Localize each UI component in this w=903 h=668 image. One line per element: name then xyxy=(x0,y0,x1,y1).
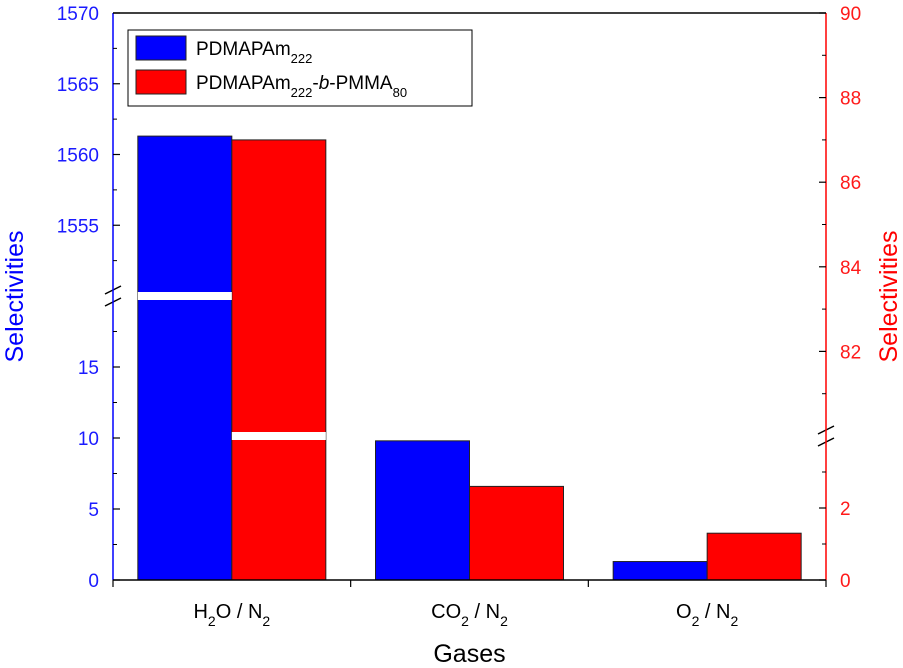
left-tick-label: 1565 xyxy=(57,75,99,96)
left-tick-label: 10 xyxy=(78,429,99,450)
left-axis-title: Selectivities xyxy=(1,231,29,363)
bar-series1-3 xyxy=(612,561,708,581)
right-tick-label: 2 xyxy=(840,499,851,520)
x-axis-title: Gases xyxy=(433,640,505,668)
bar-series1-2 xyxy=(375,440,470,581)
right-tick-label: 82 xyxy=(840,342,861,363)
left-tick-label: 15 xyxy=(78,358,99,379)
bar-break-gap-series2 xyxy=(231,432,326,440)
bar-series2-2 xyxy=(469,485,564,581)
legend-swatch xyxy=(135,69,187,95)
axes-group: 0 5 10 15 1555 1560 1565 1570 0 2 82 84 86 88 90 H2O / … xyxy=(1,4,903,668)
legend-label: PDMAPAm222 xyxy=(196,39,312,66)
x-tick-label: O2 / N2 xyxy=(676,601,738,629)
legend-label: PDMAPAm222-b-PMMA80 xyxy=(196,73,407,100)
left-tick-label: 5 xyxy=(88,500,99,521)
bar-series2-1 xyxy=(231,139,327,581)
legend: PDMAPAm222 PDMAPAm222-b-PMMA80 xyxy=(127,29,473,107)
bars-group xyxy=(137,135,802,581)
right-tick-label: 86 xyxy=(840,173,861,194)
x-tick-label: H2O / N2 xyxy=(193,601,270,629)
right-tick-label: 88 xyxy=(840,89,861,110)
right-axis-title: Selectivities xyxy=(875,231,903,363)
left-tick-label: 0 xyxy=(88,571,99,592)
legend-swatch xyxy=(135,35,187,61)
left-tick-label: 1560 xyxy=(57,146,99,167)
bar-break-gap-series1 xyxy=(137,292,232,300)
right-tick-label: 84 xyxy=(840,258,862,279)
bar-series1-1 xyxy=(137,135,233,581)
right-tick-label: 0 xyxy=(840,571,851,592)
left-tick-label: 1555 xyxy=(57,216,99,237)
x-tick-label: CO2 / N2 xyxy=(431,601,508,629)
left-tick-label: 1570 xyxy=(57,4,99,25)
bar-series2-3 xyxy=(706,532,802,581)
right-tick-label: 90 xyxy=(840,4,861,25)
